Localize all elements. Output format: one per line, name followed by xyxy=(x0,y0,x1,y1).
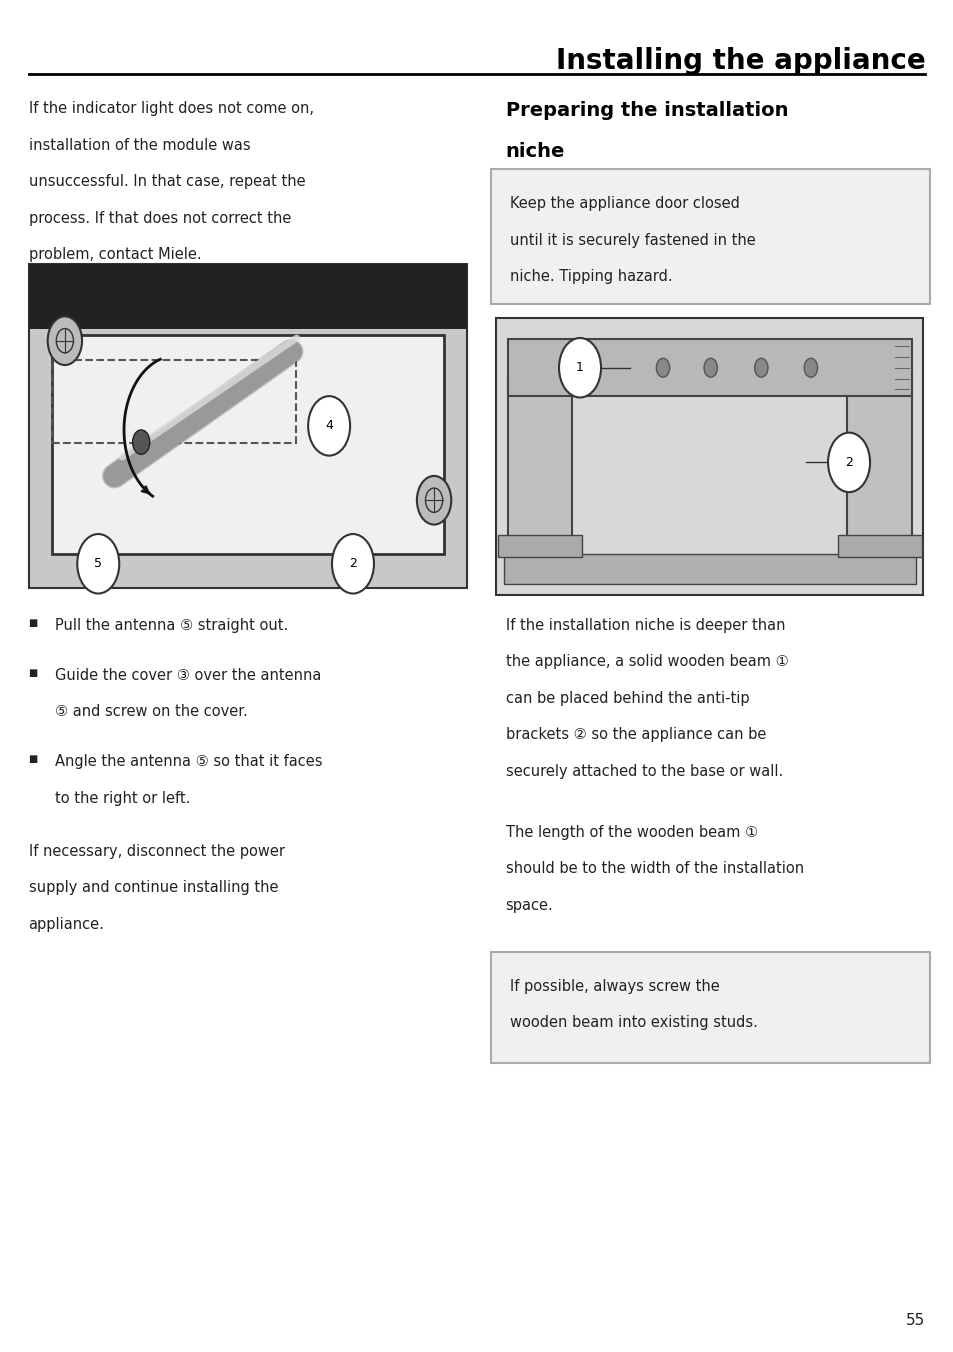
FancyBboxPatch shape xyxy=(52,335,443,554)
Text: appliance.: appliance. xyxy=(29,917,105,932)
Text: niche. Tipping hazard.: niche. Tipping hazard. xyxy=(510,269,672,284)
Circle shape xyxy=(754,358,767,377)
Circle shape xyxy=(558,338,600,397)
Text: Preparing the installation: Preparing the installation xyxy=(505,101,787,120)
Text: until it is securely fastened in the: until it is securely fastened in the xyxy=(510,233,756,247)
FancyBboxPatch shape xyxy=(846,376,911,552)
Text: niche: niche xyxy=(505,142,564,161)
Text: ■: ■ xyxy=(29,618,38,627)
Text: Pull the antenna ⑤ straight out.: Pull the antenna ⑤ straight out. xyxy=(55,618,288,633)
FancyBboxPatch shape xyxy=(503,554,915,584)
Bar xyxy=(52,360,295,443)
Text: 55: 55 xyxy=(905,1313,924,1328)
Text: supply and continue installing the: supply and continue installing the xyxy=(29,880,278,895)
FancyBboxPatch shape xyxy=(837,535,921,557)
Text: can be placed behind the anti-tip: can be placed behind the anti-tip xyxy=(505,691,748,706)
Text: If the indicator light does not come on,: If the indicator light does not come on, xyxy=(29,101,314,116)
Circle shape xyxy=(308,396,350,456)
Text: 2: 2 xyxy=(349,557,356,571)
Text: brackets ② so the appliance can be: brackets ② so the appliance can be xyxy=(505,727,765,742)
Text: If necessary, disconnect the power: If necessary, disconnect the power xyxy=(29,844,284,859)
Text: ⑤ and screw on the cover.: ⑤ and screw on the cover. xyxy=(55,704,248,719)
Circle shape xyxy=(48,316,82,365)
Text: unsuccessful. In that case, repeat the: unsuccessful. In that case, repeat the xyxy=(29,174,305,189)
Text: ■: ■ xyxy=(29,668,38,677)
FancyBboxPatch shape xyxy=(491,169,929,304)
Text: 1: 1 xyxy=(576,361,583,375)
Circle shape xyxy=(703,358,717,377)
FancyBboxPatch shape xyxy=(507,339,911,396)
Text: to the right or left.: to the right or left. xyxy=(55,791,191,806)
Text: 4: 4 xyxy=(325,419,333,433)
FancyBboxPatch shape xyxy=(29,264,467,588)
FancyBboxPatch shape xyxy=(29,264,467,329)
Circle shape xyxy=(416,476,451,525)
Circle shape xyxy=(803,358,817,377)
Circle shape xyxy=(77,534,119,594)
Text: space.: space. xyxy=(505,898,553,913)
FancyBboxPatch shape xyxy=(496,318,923,595)
Text: installation of the module was: installation of the module was xyxy=(29,138,250,153)
Text: 2: 2 xyxy=(844,456,852,469)
Text: the appliance, a solid wooden beam ①: the appliance, a solid wooden beam ① xyxy=(505,654,787,669)
Text: problem, contact Miele.: problem, contact Miele. xyxy=(29,247,201,262)
Text: Angle the antenna ⑤ so that it faces: Angle the antenna ⑤ so that it faces xyxy=(55,754,322,769)
FancyBboxPatch shape xyxy=(497,535,581,557)
Text: If possible, always screw the: If possible, always screw the xyxy=(510,979,720,994)
Text: Guide the cover ③ over the antenna: Guide the cover ③ over the antenna xyxy=(55,668,321,683)
Circle shape xyxy=(656,358,669,377)
Text: wooden beam into existing studs.: wooden beam into existing studs. xyxy=(510,1015,758,1030)
Text: Installing the appliance: Installing the appliance xyxy=(555,47,924,76)
Circle shape xyxy=(332,534,374,594)
Text: 5: 5 xyxy=(94,557,102,571)
Text: ■: ■ xyxy=(29,754,38,764)
Circle shape xyxy=(827,433,869,492)
Text: Keep the appliance door closed: Keep the appliance door closed xyxy=(510,196,740,211)
Text: should be to the width of the installation: should be to the width of the installati… xyxy=(505,861,802,876)
Text: If the installation niche is deeper than: If the installation niche is deeper than xyxy=(505,618,784,633)
Text: process. If that does not correct the: process. If that does not correct the xyxy=(29,211,291,226)
Text: The length of the wooden beam ①: The length of the wooden beam ① xyxy=(505,825,757,840)
FancyBboxPatch shape xyxy=(491,952,929,1063)
Text: securely attached to the base or wall.: securely attached to the base or wall. xyxy=(505,764,782,779)
FancyBboxPatch shape xyxy=(507,376,572,552)
Circle shape xyxy=(132,430,150,454)
